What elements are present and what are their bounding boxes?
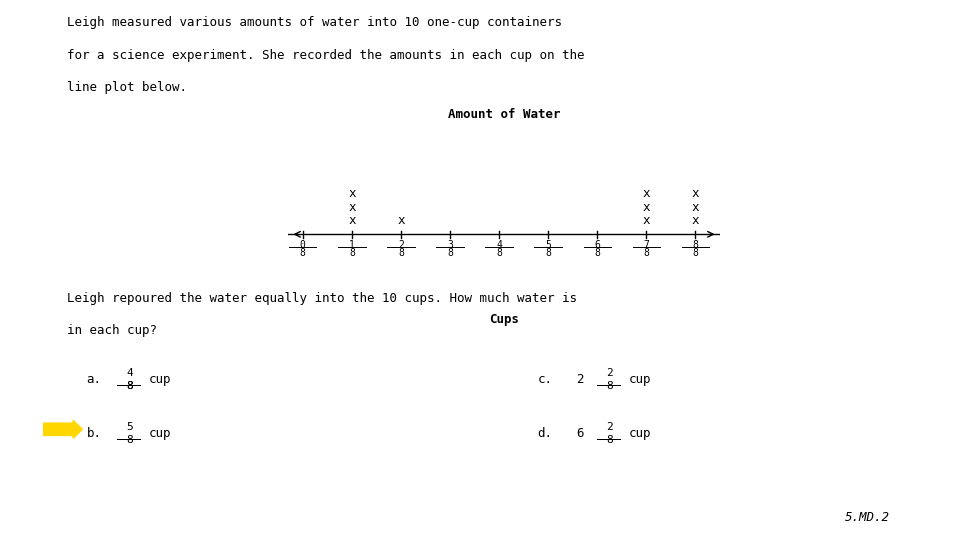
- Text: x: x: [642, 187, 650, 200]
- Text: 8: 8: [447, 248, 453, 259]
- Text: 8: 8: [643, 248, 649, 259]
- Text: 3: 3: [447, 240, 453, 250]
- Text: 8: 8: [126, 381, 133, 391]
- Text: 8: 8: [126, 381, 133, 391]
- Text: 8: 8: [348, 248, 355, 259]
- Text: 8: 8: [692, 240, 698, 250]
- Text: x: x: [692, 214, 699, 227]
- Text: x: x: [348, 187, 355, 200]
- Text: x: x: [642, 200, 650, 213]
- Text: 2: 2: [606, 422, 613, 433]
- Text: d.: d.: [538, 427, 553, 440]
- Text: 6: 6: [594, 240, 600, 250]
- FancyArrow shape: [43, 420, 83, 438]
- Text: 6: 6: [576, 427, 584, 440]
- Text: 5.MD.2: 5.MD.2: [845, 511, 890, 524]
- Text: cup: cup: [629, 373, 651, 386]
- Text: c.: c.: [538, 373, 553, 386]
- Text: x: x: [348, 214, 355, 227]
- Text: 8: 8: [594, 248, 600, 259]
- Text: 2: 2: [606, 368, 613, 379]
- Text: 8: 8: [606, 381, 613, 391]
- Text: 4: 4: [126, 368, 133, 379]
- Text: 8: 8: [545, 248, 551, 259]
- Text: 1: 1: [348, 240, 355, 250]
- Text: 2: 2: [576, 373, 584, 386]
- Text: x: x: [397, 214, 405, 227]
- Text: cup: cup: [149, 427, 171, 440]
- Text: 8: 8: [692, 248, 698, 259]
- Text: x: x: [348, 200, 355, 213]
- Text: Cups: Cups: [489, 313, 519, 326]
- Text: cup: cup: [629, 427, 651, 440]
- Text: x: x: [642, 214, 650, 227]
- Text: Amount of Water: Amount of Water: [447, 108, 561, 121]
- Text: Leigh measured various amounts of water into 10 one-cup containers: Leigh measured various amounts of water …: [67, 16, 563, 29]
- Text: 5: 5: [126, 422, 133, 433]
- Text: 8: 8: [126, 435, 133, 445]
- Text: x: x: [692, 187, 699, 200]
- Text: 8: 8: [606, 435, 613, 445]
- Text: line plot below.: line plot below.: [67, 81, 187, 94]
- Text: Leigh repoured the water equally into the 10 cups. How much water is: Leigh repoured the water equally into th…: [67, 292, 577, 305]
- Text: x: x: [692, 200, 699, 213]
- Text: a.: a.: [86, 373, 102, 386]
- Text: cup: cup: [149, 373, 171, 386]
- Text: 8: 8: [300, 248, 305, 259]
- Text: 5: 5: [545, 240, 551, 250]
- Text: 8: 8: [496, 248, 502, 259]
- Text: 2: 2: [398, 240, 404, 250]
- Text: 0: 0: [300, 240, 305, 250]
- Text: 8: 8: [398, 248, 404, 259]
- Text: 7: 7: [643, 240, 649, 250]
- Text: for a science experiment. She recorded the amounts in each cup on the: for a science experiment. She recorded t…: [67, 49, 585, 62]
- Text: b.: b.: [86, 427, 102, 440]
- Text: in each cup?: in each cup?: [67, 324, 157, 337]
- Text: 4: 4: [496, 240, 502, 250]
